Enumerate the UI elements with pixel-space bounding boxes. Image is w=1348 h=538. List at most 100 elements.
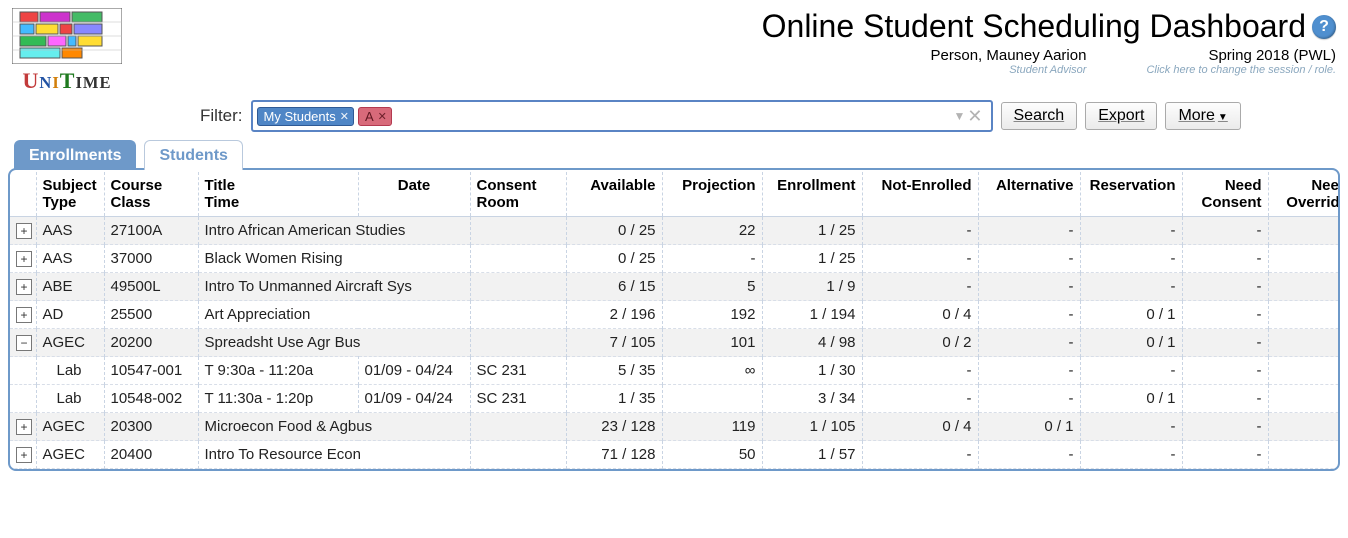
cell-room — [470, 245, 566, 273]
chip-remove-icon[interactable]: ✕ — [340, 110, 349, 123]
cell-room: SC 231 — [470, 385, 566, 413]
expand-icon[interactable]: + — [16, 251, 32, 267]
tab-students[interactable]: Students — [144, 140, 242, 170]
cell-notenrolled: - — [862, 217, 978, 245]
cell-room — [470, 329, 566, 357]
cell-notenrolled: - — [862, 245, 978, 273]
table-row[interactable]: +AGEC20400Intro To Resource Econ71 / 128… — [10, 441, 1340, 469]
cell-projection: 5 — [662, 273, 762, 301]
col-enrollment[interactable]: Enrollment — [762, 172, 862, 217]
cell-alternative: - — [978, 357, 1080, 385]
cell-needconsent: - — [1182, 413, 1268, 441]
table-row[interactable]: Lab10547-001T 9:30a - 11:20a01/09 - 04/2… — [10, 357, 1340, 385]
expand-icon[interactable]: + — [16, 223, 32, 239]
cell-reservation: - — [1080, 273, 1182, 301]
expand-icon[interactable]: + — [16, 279, 32, 295]
cell-subject: AAS — [36, 217, 104, 245]
cell-available: 6 / 15 — [566, 273, 662, 301]
table-row[interactable]: +AAS37000Black Women Rising0 / 25-1 / 25… — [10, 245, 1340, 273]
expand-icon[interactable]: + — [16, 307, 32, 323]
table-row[interactable]: +AGEC20300Microecon Food & Agbus23 / 128… — [10, 413, 1340, 441]
help-icon[interactable]: ? — [1312, 15, 1336, 39]
cell-notenrolled: 0 / 4 — [862, 301, 978, 329]
cell-available: 23 / 128 — [566, 413, 662, 441]
cell-course: 20300 — [104, 413, 198, 441]
cell-alternative: - — [978, 385, 1080, 413]
cell-needoverride — [1268, 385, 1340, 413]
cell-course: 27100A — [104, 217, 198, 245]
more-button[interactable]: More▼ — [1165, 102, 1240, 130]
cell-projection: 119 — [662, 413, 762, 441]
col-notenrolled[interactable]: Not-Enrolled — [862, 172, 978, 217]
filter-dropdown-icon[interactable]: ▼ — [954, 109, 966, 123]
cell-needconsent: - — [1182, 357, 1268, 385]
cell-reservation: - — [1080, 413, 1182, 441]
cell-room — [470, 301, 566, 329]
cell-projection: 22 — [662, 217, 762, 245]
cell-enrollment: 4 / 98 — [762, 329, 862, 357]
col-subject[interactable]: SubjectType — [36, 172, 104, 217]
table-row[interactable]: Lab10548-002T 11:30a - 1:20p01/09 - 04/2… — [10, 385, 1340, 413]
col-course[interactable]: CourseClass — [104, 172, 198, 217]
expand-icon[interactable]: + — [16, 447, 32, 463]
col-needconsent[interactable]: NeedConsent — [1182, 172, 1268, 217]
cell-title: Spreadsht Use Agr Bus — [198, 329, 470, 357]
filter-chip[interactable]: A✕ — [358, 107, 392, 126]
filter-input[interactable]: My Students✕A✕ ▼ ✕ — [251, 100, 993, 132]
table-row[interactable]: +AAS27100AIntro African American Studies… — [10, 217, 1340, 245]
cell-projection: ∞ — [662, 357, 762, 385]
cell-title: Black Women Rising — [198, 245, 470, 273]
tab-enrollments[interactable]: Enrollments — [14, 140, 136, 170]
cell-enrollment: 1 / 57 — [762, 441, 862, 469]
cell-needoverride — [1268, 357, 1340, 385]
cell-reservation: - — [1080, 441, 1182, 469]
cell-alternative: - — [978, 273, 1080, 301]
cell-subject: Lab — [36, 385, 104, 413]
cell-reservation: - — [1080, 357, 1182, 385]
cell-subject: AGEC — [36, 413, 104, 441]
col-consent[interactable]: ConsentRoom — [470, 172, 566, 217]
filter-chip[interactable]: My Students✕ — [257, 107, 354, 126]
cell-needoverride: - — [1268, 217, 1340, 245]
cell-course: 20400 — [104, 441, 198, 469]
unitime-logo[interactable]: UNITIME — [12, 8, 122, 94]
session-name[interactable]: Spring 2018 (PWL) — [1208, 47, 1336, 64]
search-button[interactable]: Search — [1001, 102, 1078, 130]
table-row[interactable]: +AD25500Art Appreciation2 / 1961921 / 19… — [10, 301, 1340, 329]
cell-course: 10547-001 — [104, 357, 198, 385]
filter-clear-icon[interactable]: ✕ — [967, 106, 982, 127]
person-name: Person, Mauney Aarion — [931, 47, 1087, 64]
cell-course: 20200 — [104, 329, 198, 357]
filter-label: Filter: — [200, 106, 243, 126]
chip-remove-icon[interactable]: ✕ — [378, 110, 387, 123]
cell-needconsent: - — [1182, 441, 1268, 469]
export-button[interactable]: Export — [1085, 102, 1157, 130]
cell-available: 0 / 25 — [566, 217, 662, 245]
expand-icon[interactable]: − — [16, 335, 32, 351]
col-title[interactable]: TitleTime — [198, 172, 358, 217]
cell-enrollment: 1 / 25 — [762, 217, 862, 245]
cell-alternative: - — [978, 301, 1080, 329]
cell-title: T 11:30a - 1:20p — [198, 385, 358, 413]
page-title: Online Student Scheduling Dashboard — [762, 8, 1306, 45]
col-available[interactable]: Available — [566, 172, 662, 217]
cell-alternative: - — [978, 217, 1080, 245]
col-date[interactable]: Date — [358, 172, 470, 217]
cell-enrollment: 1 / 194 — [762, 301, 862, 329]
col-alternative[interactable]: Alternative — [978, 172, 1080, 217]
person-role: Student Advisor — [1009, 64, 1086, 76]
table-row[interactable]: +ABE49500LIntro To Unmanned Aircraft Sys… — [10, 273, 1340, 301]
cell-subject: AAS — [36, 245, 104, 273]
cell-course: 25500 — [104, 301, 198, 329]
col-projection[interactable]: Projection — [662, 172, 762, 217]
cell-course: 49500L — [104, 273, 198, 301]
cell-title: T 9:30a - 11:20a — [198, 357, 358, 385]
col-reservation[interactable]: Reservation — [1080, 172, 1182, 217]
cell-title: Intro To Resource Econ — [198, 441, 470, 469]
cell-projection: 192 — [662, 301, 762, 329]
expand-icon[interactable]: + — [16, 419, 32, 435]
cell-subject: ABE — [36, 273, 104, 301]
col-needoverride[interactable]: NeedOverride — [1268, 172, 1340, 217]
session-hint[interactable]: Click here to change the session / role. — [1146, 64, 1336, 76]
table-row[interactable]: −AGEC20200Spreadsht Use Agr Bus7 / 10510… — [10, 329, 1340, 357]
